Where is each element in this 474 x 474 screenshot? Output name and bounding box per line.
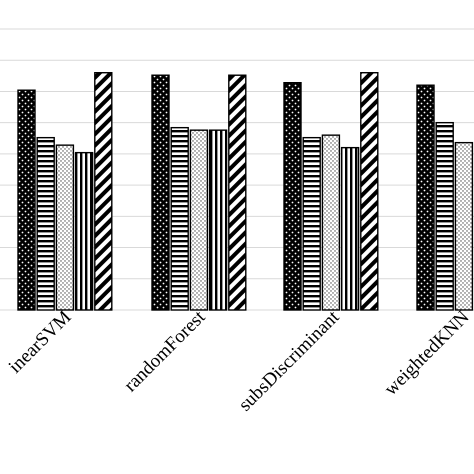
x-tick-label: randomForest bbox=[120, 306, 210, 396]
bar-vertical-stripes-randomForest bbox=[208, 129, 228, 311]
bar-light-dots-weightedKNN bbox=[454, 141, 474, 311]
bar-light-dots-randomForest bbox=[189, 129, 209, 311]
bar-diagonal-stripes-randomForest bbox=[228, 74, 247, 311]
bar-vertical-stripes-linearSVM bbox=[74, 151, 94, 311]
bar-black-dots-weightedKNN bbox=[416, 84, 435, 311]
bar-horizontal-stripes-weightedKNN bbox=[435, 121, 454, 311]
bar-light-dots-subsDiscriminant bbox=[321, 134, 341, 311]
x-tick-label: weightedKNN bbox=[380, 306, 473, 399]
bar-vertical-stripes-subsDiscriminant bbox=[340, 146, 360, 311]
bar-series-group bbox=[17, 72, 474, 311]
bar-horizontal-stripes-subsDiscriminant bbox=[302, 136, 321, 311]
bar-black-dots-linearSVM bbox=[17, 89, 36, 311]
x-tick-labels: inearSVM randomForest subsDiscriminant weig… bbox=[5, 306, 474, 415]
bar-horizontal-stripes-linearSVM bbox=[36, 136, 55, 311]
x-tick-label: inearSVM bbox=[5, 307, 76, 378]
x-tick-label: subsDiscriminant bbox=[235, 306, 344, 415]
bar-diagonal-stripes-subsDiscriminant bbox=[360, 72, 379, 311]
bar-black-dots-randomForest bbox=[151, 74, 170, 311]
bar-light-dots-linearSVM bbox=[55, 144, 75, 311]
bar-horizontal-stripes-randomForest bbox=[170, 126, 189, 311]
bar-diagonal-stripes-linearSVM bbox=[94, 72, 113, 311]
bar-black-dots-subsDiscriminant bbox=[283, 82, 302, 311]
